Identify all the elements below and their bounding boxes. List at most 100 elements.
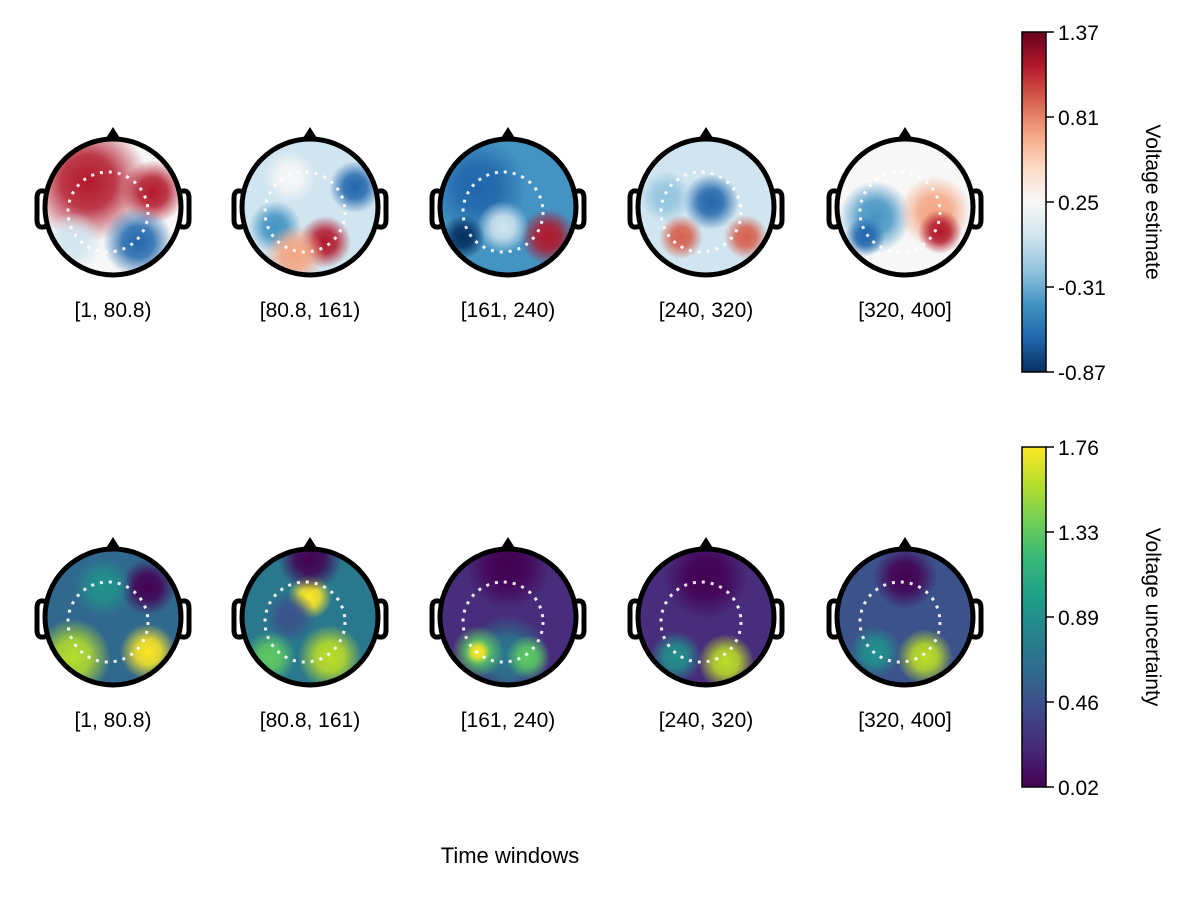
topoplot-grid: [1, 80.8) [80.8, 161) [161, 240) [240, 320)… xyxy=(34,127,984,732)
contour-line xyxy=(858,580,942,664)
contour-line xyxy=(461,170,545,254)
nose-icon xyxy=(699,537,713,548)
colorbar-estimate: 1.37 0.81 0.25 -0.31 -0.87 Voltage estimate xyxy=(1021,22,1164,385)
right-ear-icon xyxy=(970,188,984,230)
field-blob xyxy=(466,549,550,609)
field-blob xyxy=(278,549,342,591)
colorbar-tick-label: 1.76 xyxy=(1058,437,1099,460)
contour-line xyxy=(66,580,150,664)
contour-line xyxy=(659,580,743,664)
window-label: [320, 400] xyxy=(858,299,951,322)
nose-icon xyxy=(699,127,713,138)
scalp-field xyxy=(242,139,378,275)
topoplot-uncertainty-3: [161, 240) xyxy=(429,537,587,732)
field-blob xyxy=(845,217,885,257)
field-blob xyxy=(103,207,173,275)
left-ear-icon xyxy=(627,188,641,230)
colorbar-gradient xyxy=(1021,31,1047,373)
right-ear-icon xyxy=(771,598,785,640)
field-blob xyxy=(683,174,739,230)
left-ear-icon xyxy=(826,598,840,640)
head-outline xyxy=(42,546,184,688)
field-blob xyxy=(918,210,962,254)
colorbar-label: Voltage estimate xyxy=(1141,124,1164,279)
window-label: [161, 240) xyxy=(461,709,556,732)
window-label: [161, 240) xyxy=(461,299,556,322)
field-blob xyxy=(664,549,748,619)
topoplot-uncertainty-5: [320, 400] xyxy=(826,537,984,732)
field-blob xyxy=(244,631,296,683)
window-label: [320, 400] xyxy=(858,709,951,732)
head-outline xyxy=(437,546,579,688)
window-label: [1, 80.8) xyxy=(74,709,151,732)
nose-icon xyxy=(303,127,317,138)
right-ear-icon xyxy=(573,188,587,230)
colorbar-tick-label: -0.87 xyxy=(1058,362,1106,385)
contour-line xyxy=(461,580,545,664)
topoplot-uncertainty-2: [80.8, 161) xyxy=(231,537,389,732)
field-blob xyxy=(477,201,529,253)
head-outline xyxy=(635,546,777,688)
left-ear-icon xyxy=(627,598,641,640)
colorbar-tick-label: -0.31 xyxy=(1058,277,1106,300)
field-blob xyxy=(650,631,702,683)
scalp-field xyxy=(837,139,973,275)
left-ear-icon xyxy=(231,188,245,230)
left-ear-icon xyxy=(34,188,48,230)
nose-icon xyxy=(501,127,515,138)
left-ear-icon xyxy=(429,598,443,640)
right-ear-icon xyxy=(178,598,192,640)
window-label: [240, 320) xyxy=(659,709,754,732)
window-label: [80.8, 161) xyxy=(260,299,360,322)
topoplot-estimate-4: [240, 320) xyxy=(627,127,785,322)
right-ear-icon xyxy=(573,598,587,640)
colorbar-tick-label: 1.37 xyxy=(1058,22,1099,45)
right-ear-icon xyxy=(178,188,192,230)
left-ear-icon xyxy=(429,188,443,230)
head-outline xyxy=(239,136,381,278)
head-outline xyxy=(635,136,777,278)
colorbar-tick-label: 1.33 xyxy=(1058,522,1099,545)
contour-line xyxy=(659,170,743,254)
colorbar-gradient xyxy=(1021,446,1047,788)
nose-icon xyxy=(898,127,912,138)
field-blob xyxy=(873,549,937,609)
contour-line xyxy=(263,580,347,664)
field-blob xyxy=(897,629,953,685)
topoplot-estimate-1: [1, 80.8) xyxy=(34,127,192,322)
topoplot-uncertainty-4: [240, 320) xyxy=(627,537,785,732)
scalp-field xyxy=(45,549,181,685)
window-label: [1, 80.8) xyxy=(74,299,151,322)
right-ear-icon xyxy=(970,598,984,640)
field-blob xyxy=(264,591,316,643)
head-outline xyxy=(834,136,976,278)
nose-icon xyxy=(106,537,120,548)
right-ear-icon xyxy=(375,598,389,640)
nose-icon xyxy=(501,537,515,548)
head-outline xyxy=(834,546,976,688)
colorbar-tick-label: 0.46 xyxy=(1058,692,1099,715)
left-ear-icon xyxy=(231,598,245,640)
x-axis-label: Time windows xyxy=(441,843,580,868)
nose-icon xyxy=(303,537,317,548)
topoplot-estimate-2: [80.8, 161) xyxy=(231,127,389,322)
field-blob xyxy=(73,557,133,617)
left-ear-icon xyxy=(826,188,840,230)
field-blob xyxy=(640,171,692,223)
window-label: [80.8, 161) xyxy=(260,709,360,732)
field-blob xyxy=(506,635,550,679)
head-outline xyxy=(42,136,184,278)
left-ear-icon xyxy=(34,598,48,640)
right-ear-icon xyxy=(771,188,785,230)
colorbar-tick-label: 0.02 xyxy=(1058,777,1099,800)
topoplot-estimate-5: [320, 400] xyxy=(826,127,984,322)
scalp-field xyxy=(837,549,973,685)
colorbar-tick-label: 0.81 xyxy=(1058,107,1099,130)
contour-line xyxy=(858,170,942,254)
nose-icon xyxy=(106,127,120,138)
field-blob xyxy=(724,215,768,259)
contour-line xyxy=(66,170,150,254)
topoplot-uncertainty-1: [1, 80.8) xyxy=(34,537,192,732)
